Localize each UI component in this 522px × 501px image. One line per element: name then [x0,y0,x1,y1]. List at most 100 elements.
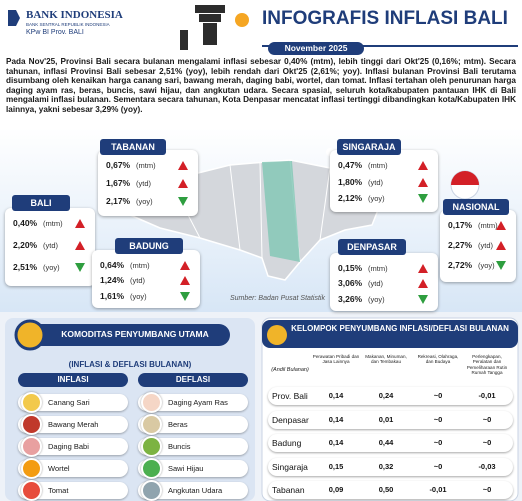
komoditas-subtitle: (INFLASI & DEFLASI BULANAN) [68,360,192,369]
commodity-item: Buncis [138,438,248,455]
commodity-icon [141,414,162,435]
table-cell: 0,09 [328,485,344,494]
region-name: BALI [12,195,70,211]
commodity-item: Wortel [18,460,128,477]
region-period: (mtm) [368,161,388,170]
table-row [268,457,513,476]
komoditas-title: KOMODITAS PENYUMBANG UTAMA [61,329,209,339]
table-cell: ~0 [433,461,443,471]
arrow-up [75,219,85,228]
region-value: 2,72% [448,260,473,270]
region-period: (mtm) [478,221,498,230]
region-value: 0,17% [448,220,473,230]
table-cell: 0,50 [378,485,394,494]
region-period: (ytd) [43,241,58,250]
region-value: 2,17% [106,196,131,206]
office: KPw BI Prov. BALI [26,29,84,36]
column-header: Rekreasi, Olahraga, dan Budaya [417,354,459,365]
commodity-item: Bawang Merah [18,416,128,433]
table-row [268,410,513,429]
table-cell: ~0 [433,414,443,424]
commodity-icon [141,392,162,413]
region-value: 0,47% [338,160,363,170]
region-value: 1,80% [338,176,363,187]
commodity-icon [21,480,42,501]
source: Sumber: Badan Pusat Statistik [230,295,325,302]
commodity-icon [21,392,42,413]
arrow-down [75,263,85,272]
table-cell: 0,14 [328,391,344,400]
commodity-item: Canang Sari [18,394,128,411]
table-row [268,481,513,499]
column-header: Perlengkapan, Peralatan dan Pemeliharaan… [466,354,508,376]
rule [262,45,518,47]
table-cell: 0,14 [328,438,344,447]
arrow-up [180,261,190,270]
table-cell: 0,14 [328,414,344,424]
arrow-up [496,241,506,250]
column-header: Perawatan Pribadi dan Jasa Lainnya [312,354,360,365]
arrow-up [418,161,428,170]
region-period: (mtm) [130,261,150,270]
inflasi-label: INFLASI [18,373,128,387]
arrow-up [418,264,428,273]
region-value: 1,67% [106,178,131,188]
commodity-icon [141,480,162,501]
region-period: (yoy) [368,194,385,204]
arrow-up [496,221,506,230]
column-header: Makanan, Minuman, dan Tembakau [365,354,407,365]
row-name: Denpasar [272,414,309,425]
region-period: (ytd) [368,279,383,289]
table-cell: 0,24 [378,391,394,400]
table-cell: ~0 [433,438,443,447]
region-name: SINGARAJA [337,139,401,155]
region-period: (yoy) [478,261,495,270]
region-period: (yoy) [43,263,60,272]
region-name: BADUNG [115,238,183,254]
table-cell: 0,32 [378,461,394,471]
region-name: NASIONAL [443,199,509,215]
org-name: BANK INDONESIA [26,9,123,21]
region-period: (ytd) [478,241,493,250]
region-period: (ytd) [130,276,145,286]
commodity-item: Beras [138,416,248,433]
arrow-down [496,261,506,270]
table-cell: ~0 [482,414,492,424]
title: INFOGRAFIS INFLASI BALI [262,8,508,29]
region-value: 2,20% [13,240,38,250]
arrow-up [178,161,188,170]
region-value: 0,67% [106,160,131,170]
commodity-icon [141,458,162,479]
kelompok-title: KELOMPOK PENYUMBANG INFLASI/DEFLASI BULA… [291,324,509,333]
table-cell: -0,01 [429,485,447,494]
arrow-up [178,179,188,188]
region-value: 1,61% [100,290,125,301]
table-cell: ~0 [433,391,443,400]
commodity-item: Angkutan Udara [138,482,248,499]
row-name: Tabanan [272,485,305,495]
region-period: (mtm) [43,219,63,228]
table-cell: 0,01 [378,414,394,424]
arrow-up [418,177,428,187]
table-row [268,387,513,405]
table-cell: -0,01 [478,391,496,400]
region-value: 0,40% [13,218,38,228]
region-period: (yoy) [368,294,385,304]
table-cell: 0,15 [328,461,344,471]
commodity-icon [141,436,162,457]
arrow-down [418,294,428,304]
table-cell: ~0 [482,485,492,494]
region-period: (yoy) [130,291,147,301]
column-header: (Andil Bulanan) [271,367,309,373]
region-name: DENPASAR [338,239,406,255]
region-value: 0,64% [100,260,125,270]
table-cell: 0,44 [378,438,394,447]
region-period: (ytd) [368,177,383,187]
table-cell: ~0 [482,438,492,447]
region-period: (mtm) [136,161,156,170]
commodity-item: Daging Ayam Ras [138,394,248,411]
deflasi-label: DEFLASI [138,373,248,387]
region-value: 2,12% [338,193,363,204]
arrow-down [180,291,190,301]
region-value: 0,15% [338,263,363,273]
